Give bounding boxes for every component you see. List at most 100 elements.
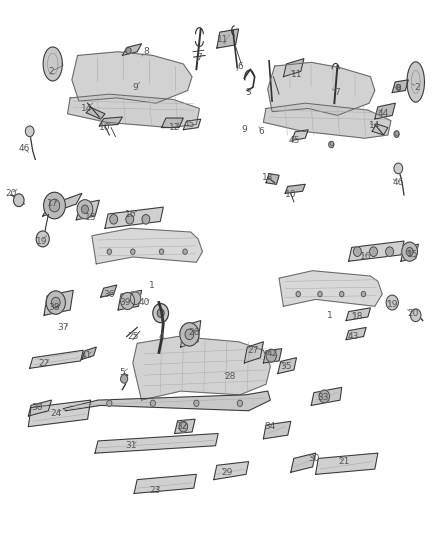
Polygon shape xyxy=(95,433,218,453)
Circle shape xyxy=(25,126,34,136)
Text: 8: 8 xyxy=(143,47,149,56)
Circle shape xyxy=(159,249,164,254)
Text: 15: 15 xyxy=(85,213,96,222)
Text: 35: 35 xyxy=(281,362,292,370)
Text: 9: 9 xyxy=(241,125,247,134)
Text: 12: 12 xyxy=(169,123,180,132)
Text: 32: 32 xyxy=(177,422,188,431)
Circle shape xyxy=(44,192,65,219)
Text: 13: 13 xyxy=(262,173,273,182)
Text: 10: 10 xyxy=(285,190,297,199)
Circle shape xyxy=(410,309,421,321)
Circle shape xyxy=(77,200,93,219)
Text: 24: 24 xyxy=(50,409,61,418)
Circle shape xyxy=(180,322,199,346)
Text: 25: 25 xyxy=(127,332,138,341)
Polygon shape xyxy=(214,462,249,480)
Polygon shape xyxy=(263,103,391,138)
Text: 9: 9 xyxy=(328,141,334,150)
Polygon shape xyxy=(263,349,282,363)
Circle shape xyxy=(319,390,329,403)
Circle shape xyxy=(51,297,60,308)
Text: 43: 43 xyxy=(347,332,359,341)
Text: 40: 40 xyxy=(138,298,150,307)
Text: 1: 1 xyxy=(148,280,155,289)
Polygon shape xyxy=(122,44,141,55)
Text: 38: 38 xyxy=(49,303,60,312)
Polygon shape xyxy=(346,308,371,320)
Text: 45: 45 xyxy=(288,136,300,145)
Polygon shape xyxy=(76,200,99,220)
Text: 46: 46 xyxy=(18,144,30,154)
Polygon shape xyxy=(401,244,418,261)
Circle shape xyxy=(153,304,169,322)
Circle shape xyxy=(266,349,276,362)
Polygon shape xyxy=(292,130,308,140)
Circle shape xyxy=(396,85,400,90)
Polygon shape xyxy=(101,285,117,297)
Text: 11: 11 xyxy=(217,35,228,44)
Text: 33: 33 xyxy=(317,393,328,402)
Circle shape xyxy=(126,47,131,54)
Circle shape xyxy=(142,215,150,224)
Text: 19: 19 xyxy=(35,237,47,246)
Text: 6: 6 xyxy=(237,62,243,70)
Text: 9: 9 xyxy=(133,83,138,92)
Circle shape xyxy=(150,400,155,407)
Circle shape xyxy=(296,292,300,297)
Circle shape xyxy=(386,295,398,310)
Circle shape xyxy=(406,247,413,256)
Circle shape xyxy=(110,215,117,224)
Polygon shape xyxy=(375,103,395,119)
Polygon shape xyxy=(43,47,62,81)
Polygon shape xyxy=(30,350,83,368)
Circle shape xyxy=(194,400,199,407)
Circle shape xyxy=(183,249,187,254)
Text: 30: 30 xyxy=(32,402,43,411)
Polygon shape xyxy=(244,342,263,363)
Polygon shape xyxy=(133,336,270,400)
Polygon shape xyxy=(268,62,375,115)
Polygon shape xyxy=(82,347,96,359)
Circle shape xyxy=(394,131,399,137)
Text: 1: 1 xyxy=(327,311,333,320)
Text: 4: 4 xyxy=(158,332,164,341)
Polygon shape xyxy=(263,421,291,439)
Circle shape xyxy=(361,292,366,297)
Text: 10: 10 xyxy=(99,123,111,132)
Text: 37: 37 xyxy=(57,323,69,332)
Circle shape xyxy=(237,400,243,407)
Polygon shape xyxy=(266,174,279,184)
Text: 19: 19 xyxy=(386,300,398,309)
Circle shape xyxy=(120,375,127,383)
Polygon shape xyxy=(43,193,82,216)
Polygon shape xyxy=(372,124,388,135)
Polygon shape xyxy=(346,327,366,340)
Circle shape xyxy=(130,292,141,305)
Polygon shape xyxy=(67,94,199,127)
Text: 20: 20 xyxy=(5,189,17,198)
Circle shape xyxy=(179,421,187,432)
Circle shape xyxy=(402,242,417,261)
Circle shape xyxy=(318,292,322,297)
Text: 18: 18 xyxy=(352,312,363,321)
Circle shape xyxy=(339,292,344,297)
Circle shape xyxy=(370,247,378,256)
Polygon shape xyxy=(184,119,201,130)
Polygon shape xyxy=(283,59,304,77)
Text: 17: 17 xyxy=(47,199,59,208)
Circle shape xyxy=(14,194,24,207)
Circle shape xyxy=(185,329,194,340)
Circle shape xyxy=(107,400,112,407)
Circle shape xyxy=(120,293,134,310)
Text: 11: 11 xyxy=(291,70,302,79)
Polygon shape xyxy=(285,184,305,193)
Text: 22: 22 xyxy=(39,359,49,367)
Polygon shape xyxy=(86,108,105,119)
Polygon shape xyxy=(407,62,424,102)
Text: 16: 16 xyxy=(360,253,372,262)
Polygon shape xyxy=(181,320,201,347)
Polygon shape xyxy=(349,241,404,261)
Polygon shape xyxy=(162,118,184,127)
Text: 31: 31 xyxy=(125,441,137,450)
